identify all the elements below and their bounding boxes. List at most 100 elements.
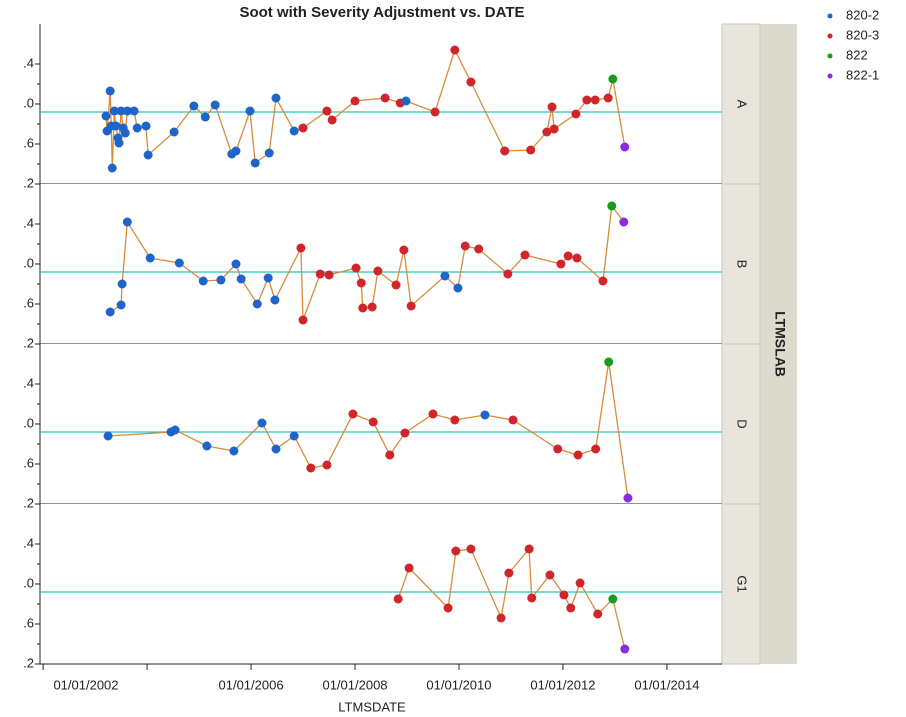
legend-marker [827, 73, 833, 79]
y-tick-label: .0 [23, 255, 34, 270]
data-point [547, 102, 557, 112]
facet-strip-label: B [735, 260, 750, 269]
data-point [200, 112, 210, 122]
data-point [619, 217, 629, 227]
data-point [553, 444, 563, 454]
data-point [368, 417, 378, 427]
data-point [367, 302, 377, 312]
x-axis-label: LTMSDATE [338, 699, 406, 714]
data-point [356, 278, 366, 288]
data-point [231, 146, 241, 156]
data-point [450, 45, 460, 55]
data-point [603, 93, 613, 103]
data-point [503, 269, 513, 279]
data-point [474, 244, 484, 254]
legend-marker [827, 53, 833, 59]
data-point [526, 145, 536, 155]
legend-label: 822 [846, 47, 868, 62]
data-point [348, 409, 358, 419]
data-point [145, 253, 155, 263]
data-point [450, 415, 460, 425]
data-point [542, 127, 552, 137]
data-point [298, 123, 308, 133]
y-tick-label: .4 [23, 55, 34, 70]
data-point [500, 146, 510, 156]
data-point [109, 106, 119, 116]
data-point [229, 446, 239, 456]
data-point [327, 115, 337, 125]
data-point [524, 544, 534, 554]
data-point [202, 441, 212, 451]
x-tick-label: 01/01/2006 [219, 677, 284, 692]
data-point [105, 86, 115, 96]
data-point [216, 275, 226, 285]
data-point [566, 603, 576, 613]
data-point [571, 109, 581, 119]
data-point [298, 315, 308, 325]
facet-strip [721, 23, 761, 185]
data-point [453, 283, 463, 293]
data-point [358, 303, 368, 313]
data-point [504, 568, 514, 578]
data-point [120, 128, 130, 138]
data-point [575, 578, 585, 588]
data-point [306, 463, 316, 473]
data-point [443, 603, 453, 613]
facet-strip-label: G1 [735, 575, 750, 592]
data-point [122, 217, 132, 227]
data-point [520, 250, 530, 260]
data-point [393, 594, 403, 604]
data-point [116, 300, 126, 310]
data-point [563, 251, 573, 261]
facet-strip-outer [760, 24, 797, 664]
data-point [380, 93, 390, 103]
data-point [466, 77, 476, 87]
data-point [451, 546, 461, 556]
data-point [322, 460, 332, 470]
y-tick-label: .4 [23, 215, 34, 230]
data-point [573, 450, 583, 460]
data-point [440, 271, 450, 281]
data-point [428, 409, 438, 419]
data-point [143, 150, 153, 160]
data-point [315, 269, 325, 279]
data-point [604, 357, 614, 367]
y-tick-label: .4 [23, 535, 34, 550]
data-point [271, 444, 281, 454]
data-point [101, 111, 111, 121]
y-tick-label: .6 [23, 135, 34, 150]
data-point [322, 106, 332, 116]
y-tick-label: .6 [23, 295, 34, 310]
data-point [508, 415, 518, 425]
data-point [141, 121, 151, 131]
data-point [590, 95, 600, 105]
data-point [401, 96, 411, 106]
x-tick-label: 01/01/2012 [530, 677, 595, 692]
data-point [430, 107, 440, 117]
data-point [598, 276, 608, 286]
data-point [556, 259, 566, 269]
data-point [189, 101, 199, 111]
data-point [620, 142, 630, 152]
data-point [270, 295, 280, 305]
data-point [296, 243, 306, 253]
data-point [545, 570, 555, 580]
panel [40, 504, 722, 664]
data-point [174, 258, 184, 268]
data-point [391, 280, 401, 290]
data-point [466, 544, 476, 554]
facet-strip [721, 503, 761, 665]
data-point [582, 95, 592, 105]
panel [40, 24, 722, 184]
data-point [591, 444, 601, 454]
data-point [116, 106, 126, 116]
data-point [210, 100, 220, 110]
data-point [271, 93, 281, 103]
y-tick-label: .4 [23, 375, 34, 390]
y-tick-label: .2 [23, 655, 34, 670]
data-point [620, 644, 630, 654]
data-point [129, 106, 139, 116]
data-point [198, 276, 208, 286]
panel [40, 184, 722, 344]
x-tick-label: 01/01/2014 [634, 677, 699, 692]
